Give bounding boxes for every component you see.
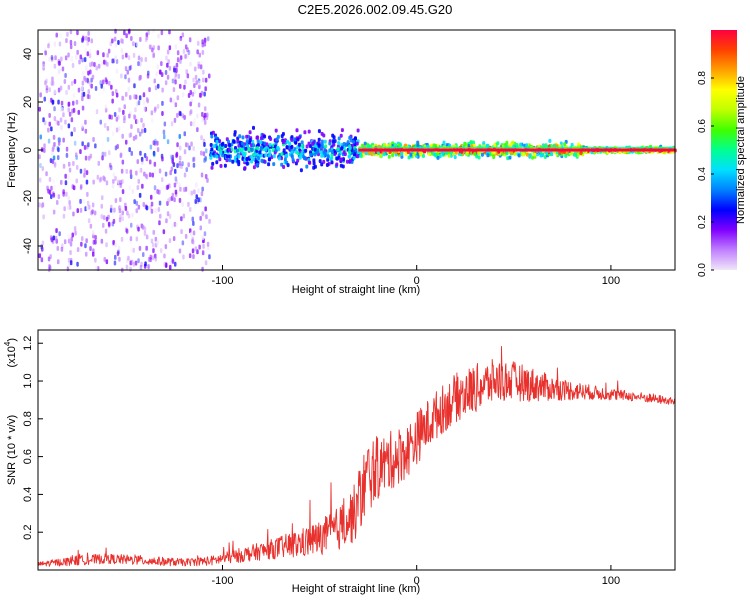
spectrogram-xlabel: Height of straight line (km) — [292, 284, 420, 296]
snr-axes: 0.2 0.4 0.6 0.8 1.0 1.2 -100 0 100 — [22, 336, 620, 587]
spectrogram-ytick-label: -40 — [22, 238, 34, 254]
snr-panel: 0.2 0.4 0.6 0.8 1.0 1.2 -100 0 100 Height of str… — [3, 329, 676, 595]
spectrogram-region-1 — [209, 125, 362, 173]
colorbar-tick-label: 0.8 — [697, 71, 708, 85]
spectrogram-xtick-label: -100 — [211, 275, 233, 287]
colorbar-label: Normalized spectral amplitude — [735, 76, 747, 224]
spectrogram-ytick-label: -20 — [22, 190, 34, 206]
snr-ytick-label: 0.2 — [22, 525, 34, 540]
colorbar-tick-label: 0.6 — [697, 119, 708, 133]
snr-ytick-label: 0.4 — [22, 487, 34, 502]
spectrogram-panel: -40 -20 0 20 40 -100 0 100 Height of straight l… — [6, 28, 677, 296]
snr-xlabel: Height of straight line (km) — [292, 583, 420, 595]
snr-xtick-label: -100 — [211, 575, 233, 587]
snr-ytick-label: 0.6 — [22, 449, 34, 464]
snr-ylabel: SNR (10 * v/v) — [6, 415, 18, 485]
snr-ytick-label: 1.2 — [22, 336, 34, 351]
spectrogram-ylabel: Frequency (Hz) — [6, 112, 18, 188]
spectrogram-region-0 — [38, 28, 211, 273]
snr-scale-close: ) — [6, 338, 18, 342]
figure-title: C2E5.2026.002.09.45.G20 — [298, 2, 453, 17]
snr-frame — [37, 329, 676, 571]
colorbar: 0.0 0.2 0.4 0.6 0.8 Normalized spectral ampl… — [697, 30, 747, 277]
spectrogram-central-line — [358, 146, 675, 152]
spectrogram-ytick-label: 40 — [22, 48, 34, 60]
colorbar-gradient — [711, 30, 737, 270]
snr-scale-exponent: 4 — [3, 341, 12, 346]
snr-plot-area — [38, 330, 675, 570]
snr-xtick-label: 100 — [602, 575, 620, 587]
snr-scale-label: (x104) — [3, 338, 18, 368]
spectrogram-axes: -40 -20 0 20 40 -100 0 100 — [22, 48, 620, 287]
spectrogram-xtick-label: 0 — [414, 275, 420, 287]
spectrogram-ytick-label: 20 — [22, 96, 34, 108]
colorbar-tick-label: 0.0 — [697, 263, 708, 277]
colorbar-tick-label: 0.4 — [697, 167, 708, 181]
snr-scale-base: (x10 — [6, 346, 18, 367]
spectrogram-xtick-label: 100 — [602, 275, 620, 287]
spectrogram-data — [38, 28, 677, 273]
snr-scale-text: (x104) — [3, 338, 18, 368]
colorbar-tick-label: 0.2 — [697, 215, 708, 229]
snr-xtick-label: 0 — [414, 575, 420, 587]
colorbar-axes: 0.0 0.2 0.4 0.6 0.8 — [697, 71, 714, 277]
snr-ytick-label: 1.0 — [22, 373, 34, 388]
snr-series-line — [37, 345, 676, 567]
spectrogram-ytick-label: 0 — [22, 147, 34, 153]
snr-ytick-label: 0.8 — [22, 411, 34, 426]
snr-data — [37, 345, 676, 567]
